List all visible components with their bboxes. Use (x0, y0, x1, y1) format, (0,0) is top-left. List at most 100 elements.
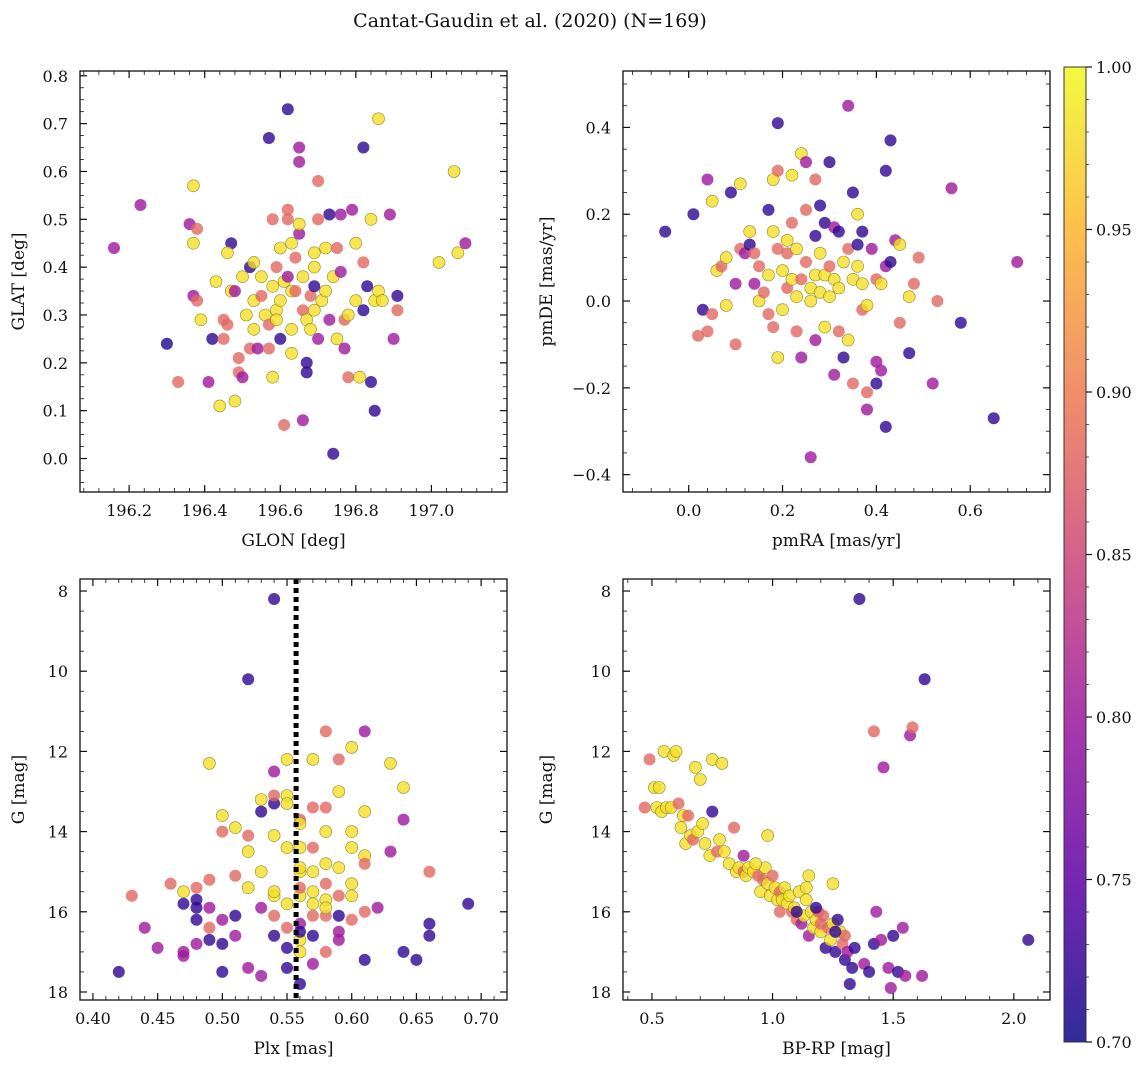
scatter-point (698, 837, 712, 850)
scatter-point (190, 937, 203, 950)
scatter-point (138, 921, 151, 934)
scatter-point (229, 869, 242, 882)
scatter-point (713, 833, 726, 846)
scatter-point (719, 251, 733, 264)
scatter-point (240, 308, 253, 322)
scatter-point (267, 829, 281, 842)
scatter-point (790, 242, 803, 256)
scatter-point (345, 877, 359, 891)
x-tick-label: 0.4 (864, 501, 889, 520)
scatter-point (638, 801, 651, 814)
x-tick-label: 1.0 (760, 1009, 785, 1028)
scatter-point (266, 370, 280, 384)
scatter-point (861, 403, 873, 416)
scatter-point (268, 929, 281, 942)
scatter-point (724, 186, 737, 199)
scatter-point (255, 805, 268, 818)
scatter-point (306, 909, 319, 922)
scatter-point (296, 270, 310, 284)
x-tick-label: 0.65 (399, 1009, 435, 1028)
y-tick-label: −0.4 (572, 466, 611, 485)
scatter-point (799, 893, 813, 907)
scatter-point (312, 332, 325, 345)
scatter-point (268, 593, 281, 605)
scatter-point (916, 969, 929, 982)
scatter-point (194, 313, 208, 327)
scatter-point (795, 351, 808, 364)
x-tick-label: 0.50 (205, 1009, 241, 1028)
scatter-point (809, 229, 822, 242)
scatter-point (863, 965, 876, 978)
scatter-point (293, 155, 306, 168)
scatter-point (330, 332, 344, 346)
scatter-point (242, 961, 255, 974)
scatter-point (851, 207, 864, 221)
scatter-point (733, 177, 747, 191)
scatter-point (319, 825, 333, 838)
scatter-point (312, 175, 325, 187)
scatter-point (160, 337, 173, 350)
scatter-point (225, 237, 238, 250)
scatter-point (945, 182, 958, 195)
scatter-point (236, 270, 249, 284)
scatter-point (705, 194, 719, 208)
scatter-point (229, 821, 242, 834)
scatter-point (790, 325, 803, 338)
scatter-point (931, 295, 944, 307)
scatter-point (818, 216, 831, 229)
scatter-point (331, 242, 343, 254)
scatter-point (306, 957, 319, 970)
scatter-point (306, 897, 320, 911)
scatter-points (659, 99, 1024, 464)
scatter-point (879, 420, 892, 433)
scatter-point (307, 246, 321, 260)
scatter-point (371, 901, 384, 914)
scatter-point (737, 849, 750, 862)
scatter-point (273, 241, 287, 255)
scatter-point (687, 208, 700, 221)
scatter-point (682, 809, 695, 822)
scatter-point (332, 753, 345, 766)
y-tick-label: 0.6 (43, 162, 68, 181)
scatter-point (906, 721, 919, 734)
scatter-point (358, 857, 371, 870)
scatter-point (296, 304, 309, 317)
scatter-point (242, 829, 255, 842)
scatter-point (761, 829, 775, 842)
scatter-point (327, 447, 340, 460)
scatter-point (292, 217, 306, 231)
y-tick-label: 14 (591, 823, 611, 842)
scatter-point (717, 845, 731, 858)
x-tick-label: 0.6 (958, 501, 983, 520)
scatter-point (357, 304, 370, 317)
scatter-point (397, 781, 410, 794)
colorbar-tick-label: 0.95 (1096, 221, 1132, 240)
figure-title: Cantat-Gaudin et al. (2020) (N=169) (353, 10, 707, 32)
scatter-point (319, 901, 333, 915)
scatter-point (696, 303, 709, 316)
scatter-point (762, 308, 775, 321)
y-tick-label: 18 (48, 983, 68, 1002)
scatter-point (255, 969, 268, 982)
colorbar-tick-label: 0.80 (1096, 708, 1132, 727)
x-tick-label: 0.45 (140, 1009, 176, 1028)
scatter-point (247, 322, 261, 336)
axes-frame (622, 578, 1051, 1001)
scatter-point (255, 901, 268, 914)
x-axis-label: GLON [deg] (241, 531, 345, 551)
colorbar-tick-label: 0.90 (1096, 383, 1132, 402)
y-tick-label: 0.8 (43, 67, 68, 86)
scatter-point (203, 873, 216, 886)
scatter-point (332, 933, 345, 946)
scatter-point (332, 861, 346, 875)
scatter-point (384, 757, 397, 770)
scatter-point (221, 318, 234, 331)
scatter-point (918, 673, 931, 686)
scatter-point (926, 377, 939, 390)
scatter-point (319, 857, 333, 871)
scatter-points (108, 103, 472, 460)
scatter-point (771, 242, 784, 255)
scatter-point (397, 813, 410, 826)
scatter-point (319, 241, 332, 255)
scatter-point (306, 865, 320, 879)
